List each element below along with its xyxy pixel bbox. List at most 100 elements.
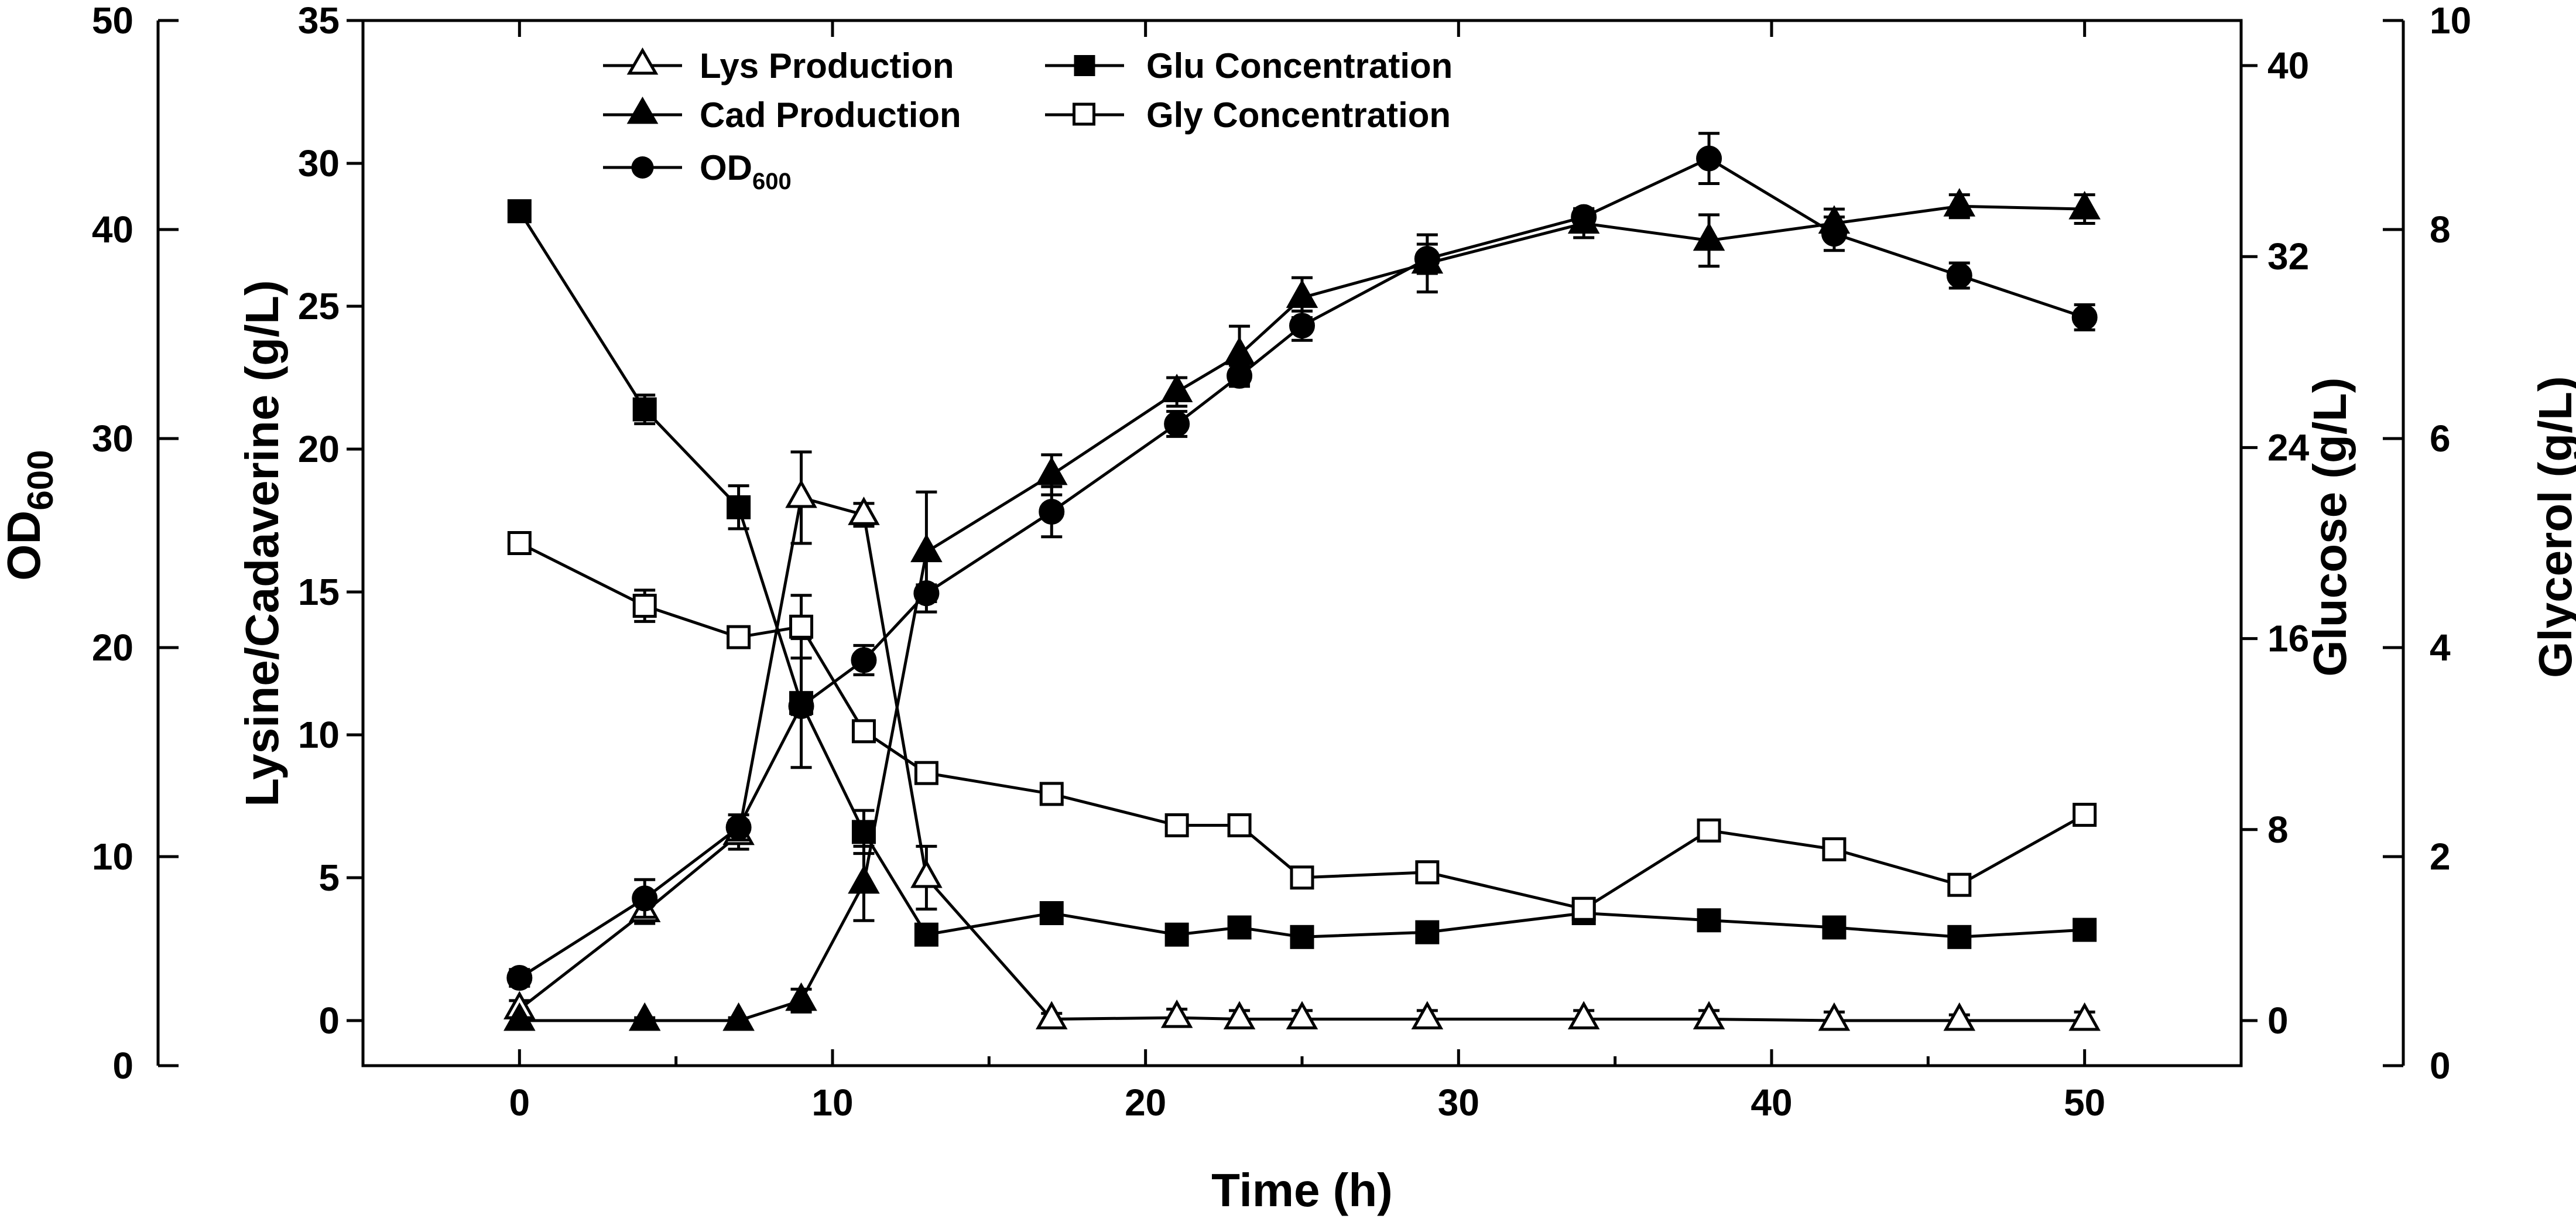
- data-point-cad-production: [1035, 456, 1068, 485]
- series-line-gly-concentration: [519, 542, 2085, 910]
- data-point-glu-concentration: [1415, 920, 1440, 944]
- data-point-lys-production: [1035, 1001, 1068, 1030]
- legend-label-gly: Gly Concentration: [1146, 95, 1451, 135]
- data-point-glu-concentration: [1947, 925, 1972, 949]
- legend-marker-glu: [1074, 55, 1095, 76]
- data-point-cad-production: [1223, 336, 1256, 365]
- glu-tick-label: 16: [2267, 618, 2309, 660]
- lys-tick-label: 20: [298, 428, 340, 470]
- data-point-cad-production: [503, 1002, 536, 1031]
- data-point-gly-concentration: [1290, 865, 1314, 890]
- legend-marker-lys: [626, 47, 659, 75]
- data-point-lys-production: [785, 479, 817, 508]
- data-point-od600: [1571, 204, 1597, 230]
- data-point-glu-concentration: [1164, 922, 1189, 947]
- data-point-glu-concentration: [1697, 908, 1721, 933]
- data-point-lys-production: [1567, 1001, 1600, 1030]
- series-line-od600: [518, 156, 2085, 980]
- data-point-od600: [1164, 411, 1190, 437]
- od-tick-label: 10: [92, 836, 133, 878]
- glu-tick-label: 40: [2267, 45, 2309, 87]
- gly-tick-label: 0: [2430, 1045, 2451, 1087]
- data-point-cad-production: [2068, 190, 2101, 220]
- data-point-lys-production: [1160, 999, 1193, 1028]
- gly-tick-label: 10: [2430, 0, 2471, 42]
- gly-tick-label: 2: [2430, 836, 2451, 878]
- legend: Lys Production Cad Production OD600 Glu …: [603, 46, 1453, 194]
- data-point-od600: [1227, 362, 1253, 389]
- data-point-glu-concentration: [1039, 901, 1064, 926]
- legend-marker-gly: [1073, 102, 1095, 126]
- data-point-cad-production: [1286, 279, 1318, 308]
- od-tick-label: 40: [92, 208, 133, 251]
- lys-tick-label: 5: [318, 857, 340, 899]
- data-point-lys-production: [2068, 1002, 2101, 1031]
- data-point-od600: [1946, 262, 1972, 289]
- data-point-glu-concentration: [1227, 915, 1252, 940]
- data-point-gly-concentration: [1697, 818, 1721, 843]
- data-point-cad-production: [628, 1002, 661, 1031]
- legend-item-lys: Lys Production: [603, 46, 954, 85]
- data-point-glu-concentration: [2073, 918, 2097, 942]
- legend-item-od: OD600: [603, 148, 792, 194]
- glu-tick-label: 24: [2267, 426, 2310, 468]
- series-lys-production: [503, 450, 2101, 1031]
- data-point-cad-production: [910, 533, 943, 563]
- data-point-od600: [1039, 498, 1065, 525]
- data-point-gly-concentration: [851, 719, 876, 744]
- glycerol-axis-title: Glycerol (g/L): [2529, 376, 2576, 678]
- data-point-gly-concentration: [632, 594, 657, 618]
- data-point-od600: [2071, 304, 2098, 330]
- axes-lines: [156, 19, 2405, 1067]
- od-tick-label: 20: [92, 627, 133, 669]
- data-point-lys-production: [848, 497, 880, 525]
- x-tick-label: 20: [1125, 1081, 1166, 1124]
- data-point-cad-production: [785, 982, 817, 1011]
- data-point-cad-production: [848, 865, 880, 894]
- data-point-gly-concentration: [914, 761, 938, 785]
- data-point-cad-production: [1693, 222, 1725, 251]
- data-point-lys-production: [1411, 1001, 1444, 1030]
- data-point-od600: [1414, 245, 1440, 272]
- data-point-od600: [913, 580, 940, 607]
- data-point-glu-concentration: [1290, 925, 1314, 949]
- legend-label-cad: Cad Production: [700, 95, 961, 135]
- data-point-gly-concentration: [727, 625, 751, 649]
- legend-item-cad: Cad Production: [603, 95, 961, 135]
- glu-tick-label: 0: [2267, 999, 2289, 1042]
- legend-label-od-main: OD: [700, 148, 752, 187]
- lys-tick-label: 30: [298, 142, 340, 184]
- legend-label-lys: Lys Production: [700, 46, 954, 85]
- glu-tick-label: 32: [2267, 235, 2309, 278]
- data-point-glu-concentration: [789, 691, 814, 716]
- od-axis-title-sub: 600: [20, 450, 61, 510]
- data-point-od600: [632, 885, 658, 912]
- x-axis-title: Time (h): [1211, 1164, 1393, 1216]
- lys-tick-label: 25: [298, 285, 340, 327]
- od-tick-label: 30: [92, 417, 133, 460]
- x-tick-label: 50: [2064, 1081, 2105, 1124]
- gly-tick-label: 8: [2430, 208, 2451, 251]
- data-point-od600: [851, 647, 877, 673]
- series-layer: [503, 132, 2101, 1031]
- x-tick-label: 0: [509, 1081, 530, 1124]
- series-glu-concentration: [507, 199, 2097, 949]
- data-point-gly-concentration: [1039, 782, 1064, 806]
- tick-layer: 0 10 20 30 40 5005101520253035010203040500816…: [92, 0, 2471, 1124]
- data-point-glu-concentration: [632, 397, 657, 422]
- data-point-gly-concentration: [1947, 872, 1972, 897]
- legend-label-od: OD600: [700, 148, 792, 194]
- od-tick-label: 0: [112, 1045, 133, 1087]
- data-point-cad-production: [1160, 374, 1193, 402]
- data-point-od600: [1696, 145, 1722, 172]
- data-point-gly-concentration: [1571, 896, 1596, 921]
- data-point-gly-concentration: [2073, 803, 2097, 827]
- data-point-glu-concentration: [1822, 915, 1847, 940]
- legend-marker-cad: [626, 96, 659, 124]
- x-tick-label: 30: [1438, 1081, 1479, 1124]
- lys-tick-label: 15: [298, 571, 340, 613]
- data-point-od600: [1289, 313, 1315, 339]
- data-point-od600: [725, 814, 752, 841]
- x-tick-label: 10: [811, 1081, 853, 1124]
